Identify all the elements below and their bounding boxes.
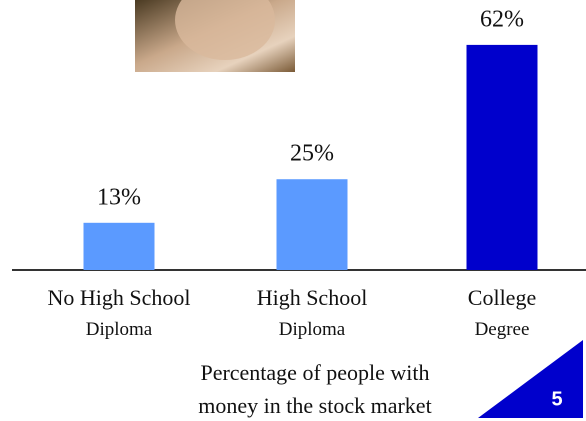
bar bbox=[84, 223, 155, 270]
x-tick-label-line: Degree bbox=[475, 319, 530, 340]
x-tick-label: High School Diploma bbox=[257, 285, 368, 340]
slide-number: 5 bbox=[551, 388, 562, 410]
value-label: 62% bbox=[480, 6, 524, 32]
x-tick-label: College Degree bbox=[468, 285, 536, 340]
bar bbox=[277, 179, 348, 270]
bar bbox=[467, 45, 538, 270]
x-tick-label-line: Diploma bbox=[86, 319, 153, 340]
x-tick-label-line: No High School bbox=[48, 285, 191, 310]
x-tick-label-line: Diploma bbox=[279, 319, 346, 340]
caption: Percentage of people with money in the st… bbox=[198, 360, 431, 418]
slide-number-badge bbox=[478, 340, 583, 418]
value-label: 13% bbox=[97, 184, 141, 210]
x-tick-label-line: College bbox=[468, 285, 536, 310]
value-label: 25% bbox=[290, 141, 334, 167]
slide: 5 13% No High School Diploma 25% High School… bbox=[0, 0, 586, 421]
caption-line: Percentage of people with bbox=[200, 360, 429, 385]
x-tick-label-line: High School bbox=[257, 285, 368, 310]
caption-line: money in the stock market bbox=[198, 393, 431, 418]
page: 5 13% No High School Diploma 25% High School… bbox=[0, 0, 586, 421]
x-tick-label: No High School Diploma bbox=[48, 285, 191, 340]
